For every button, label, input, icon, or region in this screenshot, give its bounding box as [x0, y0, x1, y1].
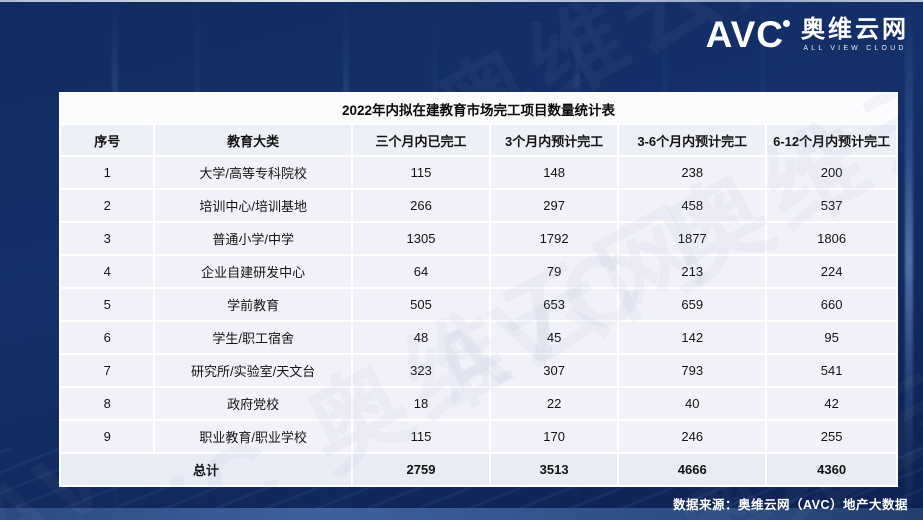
category-cell: 普通小学/中学 — [155, 223, 351, 254]
value-cell: 45 — [491, 322, 618, 353]
value-cell: 40 — [619, 388, 766, 419]
value-cell: 541 — [767, 355, 896, 386]
value-cell: 22 — [491, 388, 618, 419]
row-index-cell: 9 — [61, 421, 154, 452]
value-cell: 115 — [352, 157, 490, 188]
value-cell: 505 — [352, 289, 490, 320]
row-index-cell: 2 — [61, 190, 154, 221]
row-index-cell: 4 — [61, 256, 154, 287]
table-title: 2022年内拟在建教育市场完工项目数量统计表 — [61, 94, 896, 123]
total-value-cell: 3513 — [491, 454, 618, 485]
value-cell: 1792 — [491, 223, 618, 254]
avc-logo-text: AVC — [705, 14, 784, 55]
value-cell: 1806 — [767, 223, 896, 254]
table-row: 3 普通小学/中学 1305 1792 1877 1806 — [61, 223, 896, 254]
value-cell: 537 — [767, 190, 896, 221]
category-cell: 企业自建研发中心 — [155, 256, 351, 287]
value-cell: 48 — [352, 322, 490, 353]
row-index-cell: 5 — [61, 289, 154, 320]
value-cell: 297 — [491, 190, 618, 221]
value-cell: 170 — [491, 421, 618, 452]
table-row: 6 学生/职工宿舍 48 45 142 95 — [61, 322, 896, 353]
value-cell: 659 — [619, 289, 766, 320]
value-cell: 213 — [619, 256, 766, 287]
category-cell: 政府党校 — [155, 388, 351, 419]
value-cell: 238 — [619, 157, 766, 188]
table-row: 5 学前教育 505 653 659 660 — [61, 289, 896, 320]
category-cell: 研究所/实验室/天文台 — [155, 355, 351, 386]
table-row: 8 政府党校 18 22 40 42 — [61, 388, 896, 419]
value-cell: 246 — [619, 421, 766, 452]
brand-subtitle: ALL VIEW CLOUD — [803, 45, 907, 53]
column-header-category: 教育大类 — [155, 125, 351, 155]
value-cell: 266 — [352, 190, 490, 221]
value-cell: 18 — [352, 388, 490, 419]
row-index-cell: 7 — [61, 355, 154, 386]
column-header-expected-3m: 3个月内预计完工 — [491, 125, 618, 155]
row-index-cell: 8 — [61, 388, 154, 419]
value-cell: 79 — [491, 256, 618, 287]
education-stats-table: 2022年内拟在建教育市场完工项目数量统计表 序号 教育大类 三个月内已完工 3… — [59, 92, 898, 487]
brand-logo: AVC 奥维云网 ALL VIEW CLOUD — [706, 16, 909, 53]
value-cell: 458 — [619, 190, 766, 221]
row-index-cell: 6 — [61, 322, 154, 353]
table-row: 1 大学/高等专科院校 115 148 238 200 — [61, 157, 896, 188]
table-row: 4 企业自建研发中心 64 79 213 224 — [61, 256, 896, 287]
background-light-streak — [905, 0, 913, 520]
top-edge-highlight — [0, 0, 923, 2]
bottom-accent-band — [0, 508, 923, 520]
value-cell: 255 — [767, 421, 896, 452]
row-index-cell: 3 — [61, 223, 154, 254]
value-cell: 115 — [352, 421, 490, 452]
total-value-cell: 2759 — [352, 454, 490, 485]
brand-name-block: 奥维云网 ALL VIEW CLOUD — [801, 17, 909, 52]
table-row: 7 研究所/实验室/天文台 323 307 793 541 — [61, 355, 896, 386]
category-cell: 大学/高等专科院校 — [155, 157, 351, 188]
value-cell: 653 — [491, 289, 618, 320]
value-cell: 660 — [767, 289, 896, 320]
value-cell: 64 — [352, 256, 490, 287]
column-header-index: 序号 — [61, 125, 154, 155]
brand-name: 奥维云网 — [801, 15, 909, 43]
column-header-expected-6-12m: 6-12个月内预计完工 — [767, 125, 896, 155]
data-source-caption: 数据来源：奥维云网（AVC）地产大数据 — [673, 498, 908, 512]
total-value-cell: 4360 — [767, 454, 896, 485]
total-row: 总计 2759 3513 4666 4360 — [61, 454, 896, 485]
value-cell: 142 — [619, 322, 766, 353]
total-label-cell: 总计 — [61, 454, 351, 485]
value-cell: 1305 — [352, 223, 490, 254]
value-cell: 95 — [767, 322, 896, 353]
avc-logo-mark: AVC — [706, 16, 790, 53]
value-cell: 224 — [767, 256, 896, 287]
value-cell: 1877 — [619, 223, 766, 254]
value-cell: 793 — [619, 355, 766, 386]
table-row: 2 培训中心/培训基地 266 297 458 537 — [61, 190, 896, 221]
value-cell: 42 — [767, 388, 896, 419]
column-header-completed-3m: 三个月内已完工 — [352, 125, 490, 155]
value-cell: 148 — [491, 157, 618, 188]
value-cell: 200 — [767, 157, 896, 188]
category-cell: 学前教育 — [155, 289, 351, 320]
column-header-expected-3-6m: 3-6个月内预计完工 — [619, 125, 766, 155]
total-value-cell: 4666 — [619, 454, 766, 485]
category-cell: 学生/职工宿舍 — [155, 322, 351, 353]
table-row: 9 职业教育/职业学校 115 170 246 255 — [61, 421, 896, 452]
table-header-row: 序号 教育大类 三个月内已完工 3个月内预计完工 3-6个月内预计完工 6-12… — [61, 125, 896, 155]
avc-logo-dot-icon — [783, 20, 790, 27]
table-title-row: 2022年内拟在建教育市场完工项目数量统计表 — [61, 94, 896, 123]
category-cell: 培训中心/培训基地 — [155, 190, 351, 221]
value-cell: 323 — [352, 355, 490, 386]
statistics-table-container: AVC 奥维云网 AVC 奥维云网 2022年内拟在建教育市场完工项目数量统计表… — [59, 92, 898, 487]
value-cell: 307 — [491, 355, 618, 386]
category-cell: 职业教育/职业学校 — [155, 421, 351, 452]
row-index-cell: 1 — [61, 157, 154, 188]
